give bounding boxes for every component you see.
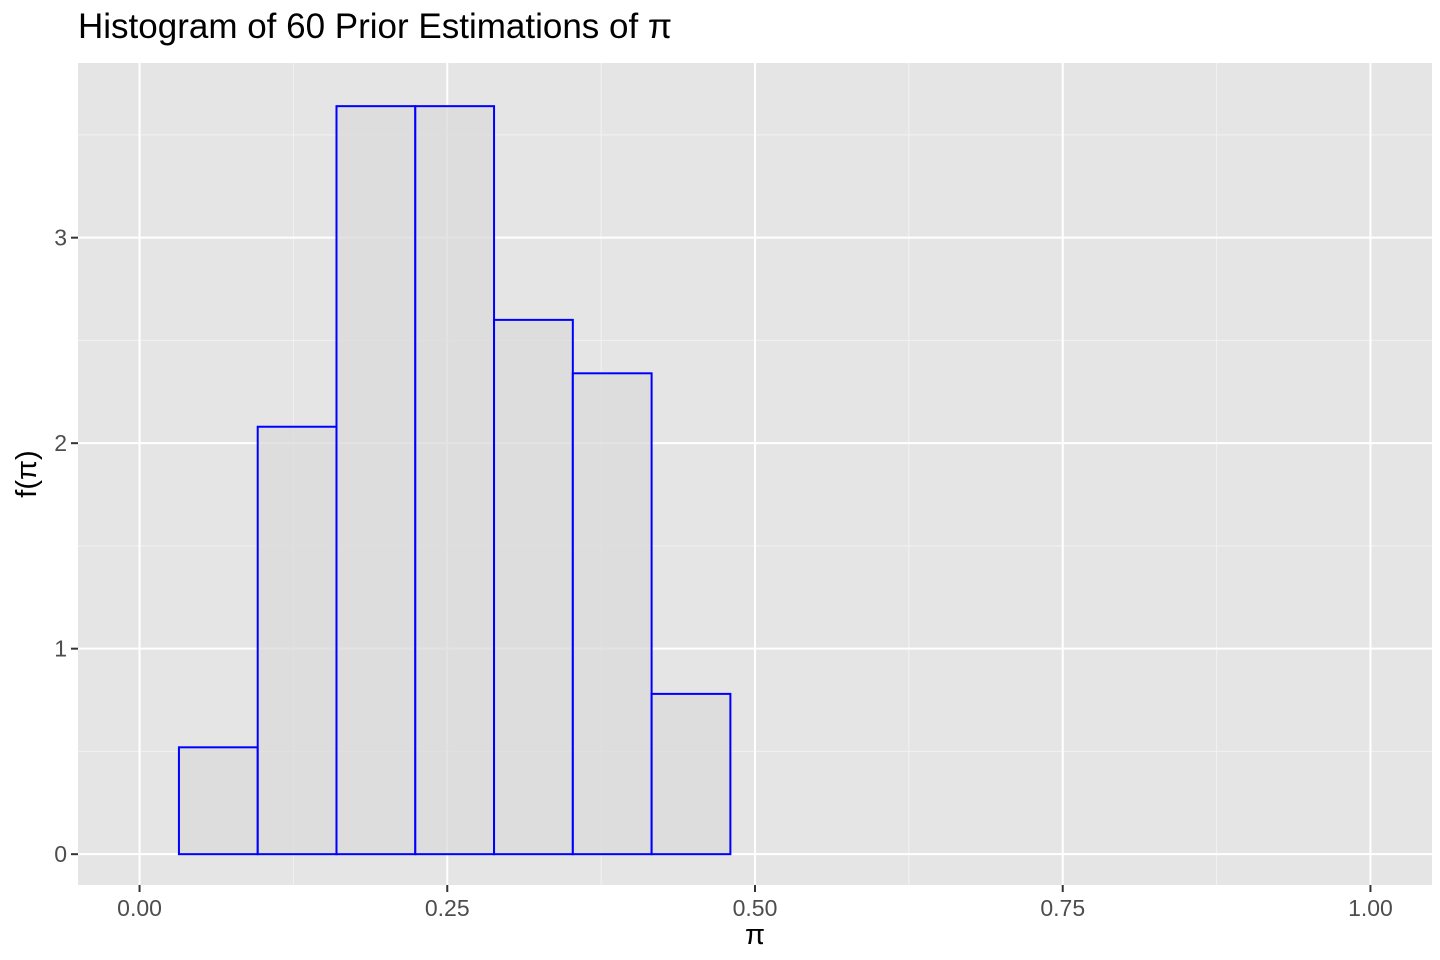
y-tick-label: 2 (54, 430, 67, 456)
histogram-bar-4 (414, 105, 496, 856)
x-tick-label: 0.25 (425, 895, 470, 921)
x-tick-label: 0.00 (117, 895, 162, 921)
x-axis-title: π (745, 919, 765, 951)
histogram-bar-5 (493, 318, 574, 856)
y-tick-label: 0 (54, 841, 67, 867)
x-tick-label: 0.75 (1040, 895, 1085, 921)
histogram-bar-2 (256, 425, 338, 856)
y-axis-title: f(π) (11, 450, 43, 497)
x-tick-label: 0.50 (733, 895, 778, 921)
histogram-bars (177, 105, 732, 856)
y-axis-ticks: 0 1 2 3 (54, 225, 78, 867)
histogram-bar-3 (335, 105, 417, 856)
histogram-bar-7 (650, 692, 732, 856)
x-tick-label: 1.00 (1348, 895, 1393, 921)
chart-title: Histogram of 60 Prior Estimations of π (78, 7, 672, 46)
x-axis-ticks: 0.00 0.25 0.50 0.75 1.00 (117, 885, 1393, 921)
histogram-bar-6 (571, 372, 653, 856)
y-tick-label: 1 (54, 636, 67, 662)
y-tick-label: 3 (54, 225, 67, 251)
histogram-bar-1 (177, 746, 259, 856)
